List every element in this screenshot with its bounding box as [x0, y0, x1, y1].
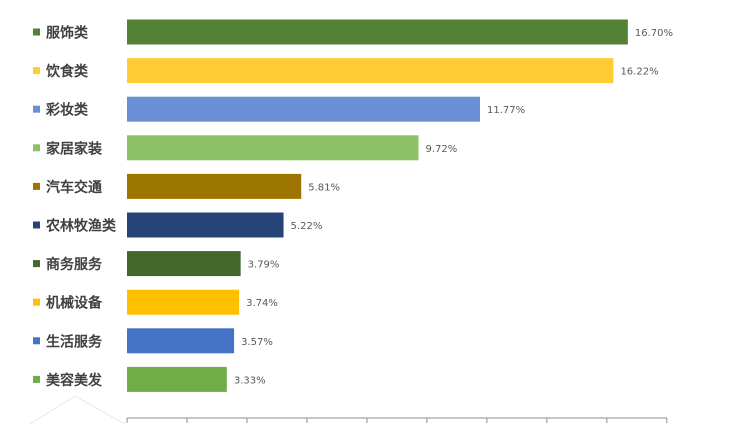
- value-label: 16.70%: [635, 28, 673, 39]
- category-marker: [33, 105, 40, 113]
- category-markers: [33, 28, 40, 383]
- category-marker: [33, 28, 40, 36]
- bar: [127, 251, 241, 277]
- bar: [127, 135, 419, 161]
- category-marker: [33, 375, 40, 383]
- category-label: 彩妆类: [45, 102, 89, 119]
- x-axis: [126, 417, 668, 423]
- category-label: 美容美发: [46, 372, 103, 389]
- value-label: 5.81%: [308, 182, 340, 193]
- category-marker: [33, 337, 40, 345]
- category-label: 农林牧渔类: [45, 218, 117, 235]
- category-marker: [33, 182, 40, 190]
- value-label: 3.74%: [246, 298, 278, 309]
- category-label: 服饰类: [46, 25, 89, 42]
- category-marker: [33, 144, 40, 152]
- value-label: 9.72%: [426, 144, 458, 155]
- bar: [127, 212, 284, 238]
- category-label: 饮食类: [45, 63, 89, 80]
- category-marker: [33, 221, 40, 229]
- category-label: 机械设备: [46, 295, 103, 312]
- bar: [127, 289, 240, 315]
- decoration-line: [74, 395, 126, 425]
- value-label: 3.57%: [241, 337, 273, 348]
- decoration-line: [29, 395, 76, 425]
- bar: [127, 58, 614, 84]
- value-labels: 16.70% 16.22% 11.77% 9.72% 5.81% 5.22% 3.79% 3.…: [234, 28, 673, 386]
- category-label: 家居家装: [46, 140, 103, 157]
- category-marker: [33, 67, 40, 75]
- category-label: 商务服务: [46, 256, 103, 273]
- category-marker: [33, 260, 40, 268]
- value-label: 3.79%: [248, 260, 280, 271]
- category-label: 生活服务: [46, 333, 103, 350]
- bar: [127, 96, 480, 122]
- bar: [127, 19, 628, 45]
- background-decoration: [29, 395, 126, 425]
- bars: [127, 19, 628, 392]
- value-label: 5.22%: [291, 221, 323, 232]
- value-label: 11.77%: [487, 105, 525, 116]
- value-label: 3.33%: [234, 375, 266, 386]
- bar: [127, 366, 227, 392]
- category-label: 汽车交通: [46, 179, 102, 196]
- bar: [127, 173, 302, 199]
- value-label: 16.22%: [620, 67, 658, 78]
- bar: [127, 328, 235, 354]
- category-marker: [33, 298, 40, 306]
